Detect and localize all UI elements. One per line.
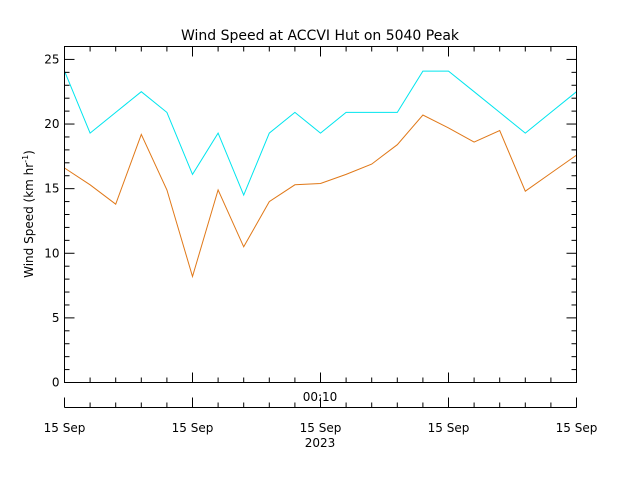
chart-title: Wind Speed at ACCVI Hut on 5040 Peak <box>181 28 460 44</box>
x-tick-label: 15 Sep <box>556 421 598 435</box>
x-tick-label: 15 Sep <box>44 421 86 435</box>
x-axis-ticks: 15 Sep 15 Sep 15 Sep 15 Sep 15 Sep <box>44 46 598 435</box>
y-tick-label: 0 <box>52 376 60 390</box>
x-tick-label: 15 Sep <box>300 421 342 435</box>
y-tick-label: 5 <box>52 311 60 325</box>
y-tick-label: 20 <box>44 117 59 131</box>
y-tick-label: 15 <box>44 182 59 196</box>
x-time-label: 00:10 <box>303 390 338 404</box>
y-axis-label: Wind Speed (km hr-1) <box>21 150 36 278</box>
plot-frame <box>64 46 577 383</box>
y-tick-label: 10 <box>44 246 59 260</box>
series-line-1 <box>64 70 577 197</box>
y-axis-ticks: 0 5 10 15 20 25 <box>44 46 577 390</box>
x-year-label: 2023 <box>305 436 336 450</box>
x-tick-label: 15 Sep <box>428 421 470 435</box>
x-tick-label: 15 Sep <box>172 421 214 435</box>
series-line-2 <box>64 114 577 279</box>
y-tick-label: 25 <box>44 52 59 66</box>
series-layer <box>64 70 577 279</box>
